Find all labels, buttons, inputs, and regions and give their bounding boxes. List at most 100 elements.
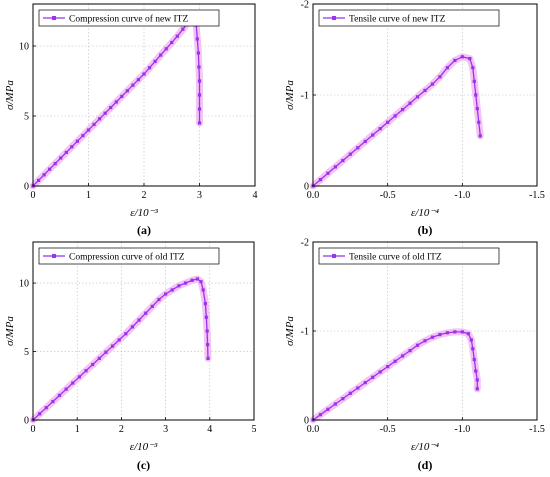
x-tick-label: 1 <box>86 190 91 201</box>
x-tick-label: 2 <box>119 424 124 435</box>
data-point <box>117 338 121 342</box>
legend-marker <box>52 16 56 20</box>
series-halo <box>309 328 481 424</box>
data-point <box>157 297 161 302</box>
data-point <box>408 101 412 105</box>
data-point <box>356 146 360 150</box>
legend-marker <box>52 254 56 258</box>
data-point <box>378 370 382 374</box>
data-point <box>386 365 390 369</box>
y-tick-label: 0 <box>24 182 29 193</box>
x-tick-label: 5 <box>252 424 257 435</box>
data-point <box>70 145 74 149</box>
legend-box <box>318 247 500 265</box>
data-point <box>84 369 88 373</box>
data-point <box>438 332 442 337</box>
data-point <box>36 178 41 182</box>
y-tick-label: -1 <box>301 91 309 102</box>
data-point <box>125 89 129 93</box>
data-point <box>205 329 209 333</box>
x-tick-label: 3 <box>197 190 202 201</box>
data-point <box>44 406 48 410</box>
y-axis-label: σ/MPa <box>4 316 16 346</box>
data-point <box>42 173 46 177</box>
data-point <box>147 66 152 70</box>
chart-panel-4: 0.0 -0.5 -1.0 -1.5 0 -1 -2 Tensile curve of old… <box>284 238 545 473</box>
data-point <box>477 120 481 124</box>
data-point <box>348 391 352 395</box>
data-point <box>103 111 107 115</box>
data-point <box>201 288 205 292</box>
data-point <box>326 171 330 175</box>
x-tick-label: 0 <box>31 190 36 201</box>
data-point <box>131 83 135 87</box>
data-point <box>204 315 208 319</box>
y-axis-label: σ/MPa <box>4 80 16 110</box>
data-point <box>318 178 323 182</box>
x-tick-label: 1 <box>75 424 80 435</box>
panel-label: (d) <box>418 458 433 472</box>
data-point <box>195 277 200 281</box>
data-point <box>460 55 464 59</box>
legend-box <box>318 9 500 27</box>
data-point <box>472 357 476 362</box>
chart-panel-3: 0 1 2 3 4 5 0 5 10 Compression curve of old ITZ ε/… <box>4 241 257 472</box>
data-point <box>195 37 199 41</box>
data-point <box>341 397 345 401</box>
series-halo <box>29 275 212 424</box>
data-point <box>363 381 367 385</box>
data-point <box>401 107 405 112</box>
data-point <box>474 369 478 373</box>
data-point <box>38 412 42 416</box>
data-point <box>91 362 95 367</box>
plot-frame <box>312 241 538 421</box>
data-point <box>472 79 476 83</box>
y-tick-label: 0 <box>304 182 309 193</box>
data-point <box>120 94 124 98</box>
data-point <box>471 66 475 70</box>
data-point <box>445 66 449 70</box>
data-point <box>430 82 435 86</box>
legend-label: Compression curve of new ITZ <box>69 14 188 25</box>
data-point <box>164 292 168 296</box>
data-point <box>92 122 96 126</box>
data-point <box>170 40 174 45</box>
data-point <box>97 356 101 360</box>
data-point <box>98 117 102 121</box>
legend-marker <box>332 16 336 20</box>
data-point <box>415 95 420 99</box>
x-axis-label: ε/10⁻³ <box>130 441 158 453</box>
y-tick-label: 0 <box>304 416 309 427</box>
legend-box <box>38 9 220 27</box>
y-axis-label: σ/MPa <box>284 80 296 110</box>
data-point <box>423 339 427 343</box>
y-tick-label: 10 <box>19 42 29 53</box>
data-point <box>197 93 202 97</box>
data-point <box>144 311 148 315</box>
data-point <box>197 79 202 83</box>
data-point <box>137 318 141 322</box>
data-point <box>460 330 464 334</box>
data-point <box>199 280 203 284</box>
legend-label: Compression curve of old ITZ <box>69 252 185 263</box>
data-point <box>453 330 457 334</box>
x-axis-label: ε/10⁻⁴ <box>411 441 439 453</box>
legend-label: Tensile curve of new ITZ <box>349 14 446 25</box>
panel-label: (c) <box>137 458 150 472</box>
data-point <box>453 58 457 63</box>
data-point <box>136 78 141 82</box>
data-point <box>196 51 200 55</box>
data-point <box>197 121 202 125</box>
data-point <box>333 402 337 406</box>
data-point <box>190 278 194 282</box>
data-point <box>475 378 479 382</box>
x-tick-label: 0.0 <box>307 424 320 435</box>
data-point <box>71 381 75 385</box>
data-point <box>51 399 55 404</box>
legend-box <box>38 247 220 265</box>
data-point <box>48 167 52 171</box>
chart-panel-2: 0.0 -0.5 -1.0 -1.5 0 -1 -2 Tensile curve of new… <box>284 0 545 237</box>
data-point <box>333 165 337 169</box>
data-point <box>475 107 479 111</box>
